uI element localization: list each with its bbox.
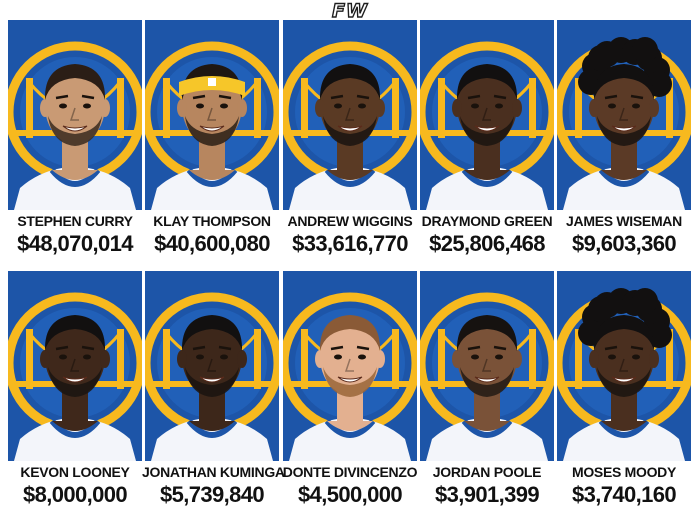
player-salary: $33,616,770 <box>292 231 408 256</box>
player-name: KLAY THOMPSON <box>153 213 271 229</box>
player-card: JORDAN POOLE $3,901,399 <box>420 271 554 507</box>
face <box>457 319 517 395</box>
player-card: JONATHAN KUMINGA $5,739,840 <box>142 271 285 507</box>
curly-hair <box>578 37 672 97</box>
face <box>457 68 517 144</box>
player-card: STEPHEN CURRY $48,070,014 <box>8 20 142 256</box>
player-name: STEPHEN CURRY <box>17 213 133 229</box>
jersey <box>14 168 136 210</box>
jersey <box>563 419 685 461</box>
player-photo <box>145 20 279 210</box>
jersey <box>289 419 411 461</box>
jersey <box>151 168 273 210</box>
player-salary: $25,806,468 <box>429 231 545 256</box>
face <box>45 319 105 395</box>
player-name: MOSES MOODY <box>571 464 677 480</box>
headband <box>179 76 245 96</box>
jersey <box>151 419 273 461</box>
player-salary: $3,740,160 <box>571 482 677 507</box>
player-photo <box>8 20 142 210</box>
jersey <box>426 168 548 210</box>
jersey <box>289 168 411 210</box>
player-salary: $9,603,360 <box>571 231 677 256</box>
face <box>320 68 380 144</box>
player-name: JAMES WISEMAN <box>566 213 682 229</box>
player-card: MOSES MOODY $3,740,160 <box>557 271 691 507</box>
player-card: DONTE DIVINCENZO $4,500,000 <box>282 271 418 507</box>
player-photo <box>557 20 691 210</box>
player-salary: $5,739,840 <box>159 482 265 507</box>
player-card: ANDREW WIGGINS $33,616,770 <box>283 20 417 256</box>
player-name: JORDAN POOLE <box>432 464 542 480</box>
player-photo <box>557 271 691 461</box>
brand-logo: FW <box>331 0 368 23</box>
player-card: KEVON LOONEY $8,000,000 <box>8 271 142 507</box>
player-name: DONTE DIVINCENZO <box>282 464 418 480</box>
face <box>45 68 105 144</box>
player-card: JAMES WISEMAN $9,603,360 <box>557 20 691 256</box>
player-salary: $48,070,014 <box>17 231 133 256</box>
player-photo <box>283 271 417 461</box>
curly-hair <box>578 288 672 348</box>
player-card: KLAY THOMPSON $40,600,080 <box>145 20 279 256</box>
player-name: JONATHAN KUMINGA <box>142 464 285 480</box>
jersey <box>14 419 136 461</box>
player-photo <box>283 20 417 210</box>
face <box>320 319 380 395</box>
player-photo <box>420 20 554 210</box>
player-name: KEVON LOONEY <box>20 464 130 480</box>
player-salary: $8,000,000 <box>22 482 128 507</box>
player-name: DRAYMOND GREEN <box>421 213 553 229</box>
player-card: DRAYMOND GREEN $25,806,468 <box>420 20 554 256</box>
face <box>594 68 654 144</box>
player-salary: $3,901,399 <box>434 482 540 507</box>
player-photo <box>145 271 279 461</box>
player-photo <box>420 271 554 461</box>
jersey <box>426 419 548 461</box>
player-salary: $40,600,080 <box>154 231 270 256</box>
player-salary: $4,500,000 <box>297 482 403 507</box>
player-photo <box>8 271 142 461</box>
face <box>182 319 242 395</box>
face <box>594 319 654 395</box>
player-name: ANDREW WIGGINS <box>287 213 413 229</box>
jersey <box>563 168 685 210</box>
